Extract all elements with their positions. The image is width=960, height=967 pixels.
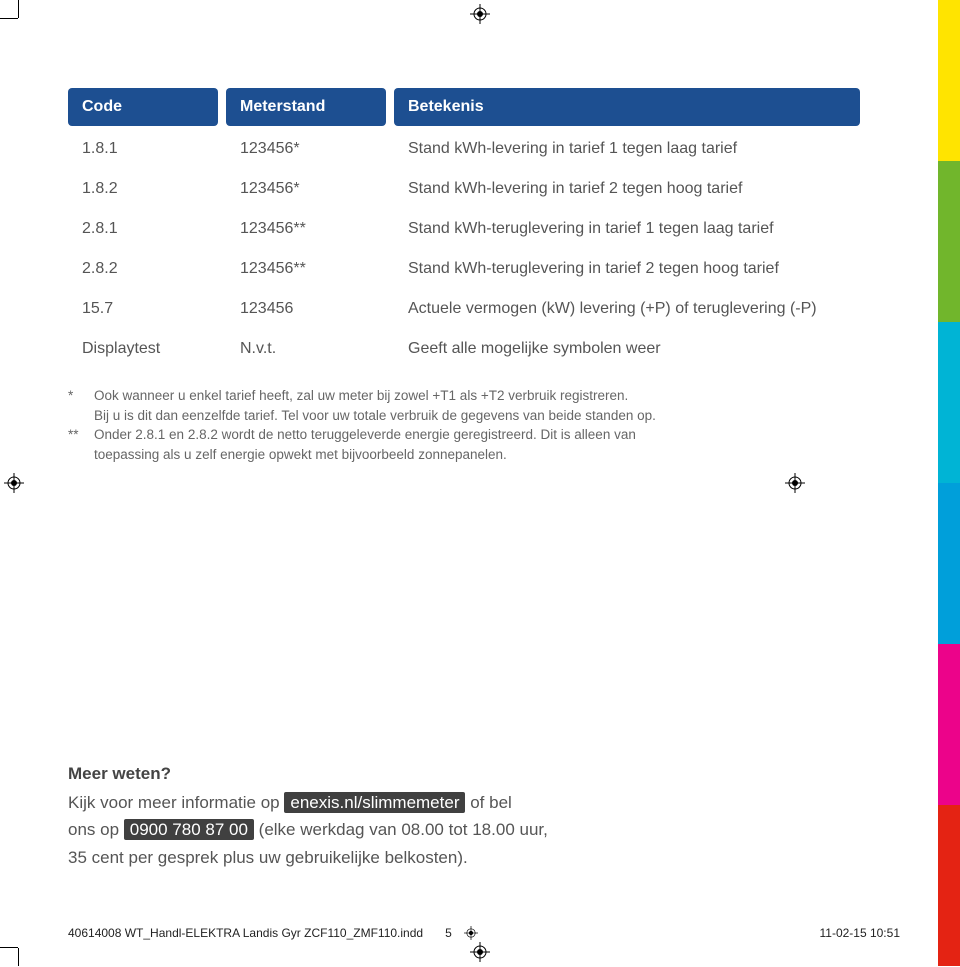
color-bar-segment — [938, 483, 960, 644]
color-bar-segment — [938, 322, 960, 483]
more-info-title: Meer weten? — [68, 760, 548, 787]
table-cell: N.v.t. — [226, 332, 386, 366]
table-header: Betekenis — [394, 88, 860, 126]
table-cell: 1.8.1 — [68, 132, 218, 166]
registration-mark-icon — [470, 942, 490, 962]
footnote-text: Bij u is dit dan eenzelfde tarief. Tel v… — [94, 406, 656, 426]
color-bar-segment — [938, 161, 960, 322]
footnote-text: Onder 2.8.1 en 2.8.2 wordt de netto teru… — [94, 425, 636, 445]
crop-mark — [18, 948, 19, 966]
table-header: Code — [68, 88, 218, 126]
table-cell: Stand kWh-teruglevering in tarief 2 tege… — [394, 252, 860, 286]
registration-mark-icon — [464, 926, 478, 940]
table-cell: Stand kWh-teruglevering in tarief 1 tege… — [394, 212, 860, 246]
table-cell: 15.7 — [68, 292, 218, 326]
table-cell: 123456** — [226, 212, 386, 246]
table-header: Meterstand — [226, 88, 386, 126]
table-cell: Stand kWh-levering in tarief 1 tegen laa… — [394, 132, 860, 166]
table-cell: Stand kWh-levering in tarief 2 tegen hoo… — [394, 172, 860, 206]
table-cell: 123456** — [226, 252, 386, 286]
more-info-line: Kijk voor meer informatie op enexis.nl/s… — [68, 789, 548, 816]
footnote-marker — [68, 406, 94, 426]
crop-mark — [0, 947, 18, 948]
registration-mark-icon — [4, 473, 24, 493]
crop-mark — [0, 18, 18, 19]
more-info-block: Meer weten? Kijk voor meer informatie op… — [68, 760, 548, 871]
more-info-text: (elke werkdag van 08.00 tot 18.00 uur, — [254, 820, 548, 839]
more-info-text: ons op — [68, 820, 124, 839]
footer-filename: 40614008 WT_Handl-ELEKTRA Landis Gyr ZCF… — [68, 926, 423, 940]
print-footer: 40614008 WT_Handl-ELEKTRA Landis Gyr ZCF… — [68, 926, 900, 940]
more-info-line: ons op 0900 780 87 00 (elke werkdag van … — [68, 816, 548, 843]
table-cell: Geeft alle mogelijke symbolen weer — [394, 332, 860, 366]
footnote-marker — [68, 445, 94, 465]
url-pill: enexis.nl/slimmemeter — [284, 792, 465, 813]
footnote-marker: ** — [68, 425, 94, 445]
table-cell: 2.8.2 — [68, 252, 218, 286]
color-bars — [938, 0, 960, 966]
footnote-text: Ook wanneer u enkel tarief heeft, zal uw… — [94, 386, 628, 406]
color-bar-segment — [938, 805, 960, 966]
registration-mark-icon — [470, 4, 490, 24]
more-info-text: Kijk voor meer informatie op — [68, 793, 284, 812]
color-bar-segment — [938, 0, 960, 161]
table-cell: Displaytest — [68, 332, 218, 366]
footnotes: * Ook wanneer u enkel tarief heeft, zal … — [68, 386, 860, 464]
page-content: CodeMeterstandBetekenis1.8.1123456*Stand… — [68, 88, 860, 898]
table-cell: 2.8.1 — [68, 212, 218, 246]
footnote-marker: * — [68, 386, 94, 406]
color-bar-segment — [938, 644, 960, 805]
footer-page: 5 — [445, 926, 452, 940]
crop-mark — [18, 0, 19, 18]
table-cell: 123456 — [226, 292, 386, 326]
footer-datetime: 11-02-15 10:51 — [819, 926, 900, 940]
table-cell: 123456* — [226, 172, 386, 206]
more-info-text: of bel — [465, 793, 511, 812]
table-cell: Actuele vermogen (kW) levering (+P) of t… — [394, 292, 860, 326]
footnote-text: toepassing als u zelf energie opwekt met… — [94, 445, 507, 465]
code-table: CodeMeterstandBetekenis1.8.1123456*Stand… — [68, 88, 860, 366]
phone-pill: 0900 780 87 00 — [124, 819, 254, 840]
table-cell: 1.8.2 — [68, 172, 218, 206]
more-info-line: 35 cent per gesprek plus uw gebruikelijk… — [68, 844, 548, 871]
table-cell: 123456* — [226, 132, 386, 166]
